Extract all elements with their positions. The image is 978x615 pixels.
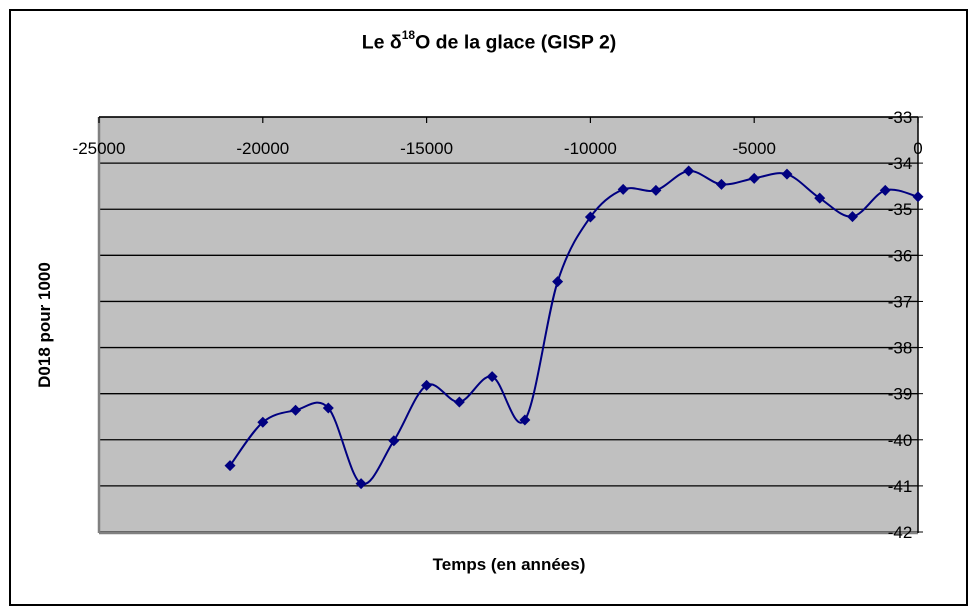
y-tick-label: -34 bbox=[888, 154, 913, 173]
y-tick-label: -33 bbox=[888, 108, 913, 127]
x-tick-label: 0 bbox=[913, 139, 922, 158]
title-prefix: Le δ bbox=[361, 31, 402, 54]
data-point-marker bbox=[617, 183, 629, 195]
data-point-marker bbox=[486, 371, 498, 383]
data-point-marker bbox=[290, 404, 302, 416]
data-point-marker bbox=[388, 435, 400, 447]
data-point-marker bbox=[814, 192, 826, 204]
x-tick-label: -20000 bbox=[236, 139, 289, 158]
x-axis-ticks bbox=[98, 116, 923, 533]
data-point-marker bbox=[519, 414, 531, 426]
y-axis-label: D018 pour 1000 bbox=[35, 262, 54, 388]
y-tick-label: -40 bbox=[888, 431, 913, 450]
x-tick-label: -5000 bbox=[732, 139, 775, 158]
x-axis-tick-labels: -25000 -20000 -15000 -10000 -5000 0 bbox=[73, 139, 923, 158]
title-suffix: O de la glace (GISP 2) bbox=[415, 31, 617, 54]
plot-border bbox=[97, 116, 919, 535]
y-tick-label: -42 bbox=[888, 523, 913, 542]
x-tick-label: -15000 bbox=[400, 139, 453, 158]
data-point-marker bbox=[748, 172, 760, 184]
chart-title: Le δ18O de la glace (GISP 2) bbox=[0, 28, 978, 55]
x-tick-label: -25000 bbox=[73, 139, 126, 158]
data-point-marker bbox=[715, 178, 727, 190]
data-point-marker bbox=[650, 184, 662, 196]
data-series bbox=[224, 165, 924, 490]
data-point-marker bbox=[584, 211, 596, 223]
data-point-marker bbox=[912, 191, 924, 203]
title-superscript: 18 bbox=[401, 28, 416, 42]
data-point-marker bbox=[453, 396, 465, 408]
data-point-marker bbox=[257, 416, 269, 428]
y-tick-label: -37 bbox=[888, 292, 913, 311]
y-tick-label: -39 bbox=[888, 385, 913, 404]
data-point-marker bbox=[781, 168, 793, 180]
x-tick-label: -10000 bbox=[564, 139, 617, 158]
data-point-marker bbox=[552, 276, 564, 288]
y-tick-label: -41 bbox=[888, 477, 913, 496]
data-point-marker bbox=[355, 478, 367, 490]
y-axis-tick-labels: -33 -34 -35 -36 -37 -38 -39 -40 -41 -42 bbox=[888, 108, 913, 542]
y-tick-label: -35 bbox=[888, 200, 913, 219]
y-tick-label: -38 bbox=[888, 339, 913, 358]
x-axis-label: Temps (en années) bbox=[432, 555, 586, 574]
data-point-marker bbox=[322, 402, 334, 414]
data-point-marker bbox=[421, 379, 433, 391]
data-point-marker bbox=[879, 184, 891, 196]
data-point-marker bbox=[224, 460, 236, 472]
plot-area bbox=[99, 117, 918, 532]
y-tick-label: -36 bbox=[888, 246, 913, 265]
data-point-marker bbox=[683, 165, 695, 177]
data-point-marker bbox=[846, 211, 858, 223]
